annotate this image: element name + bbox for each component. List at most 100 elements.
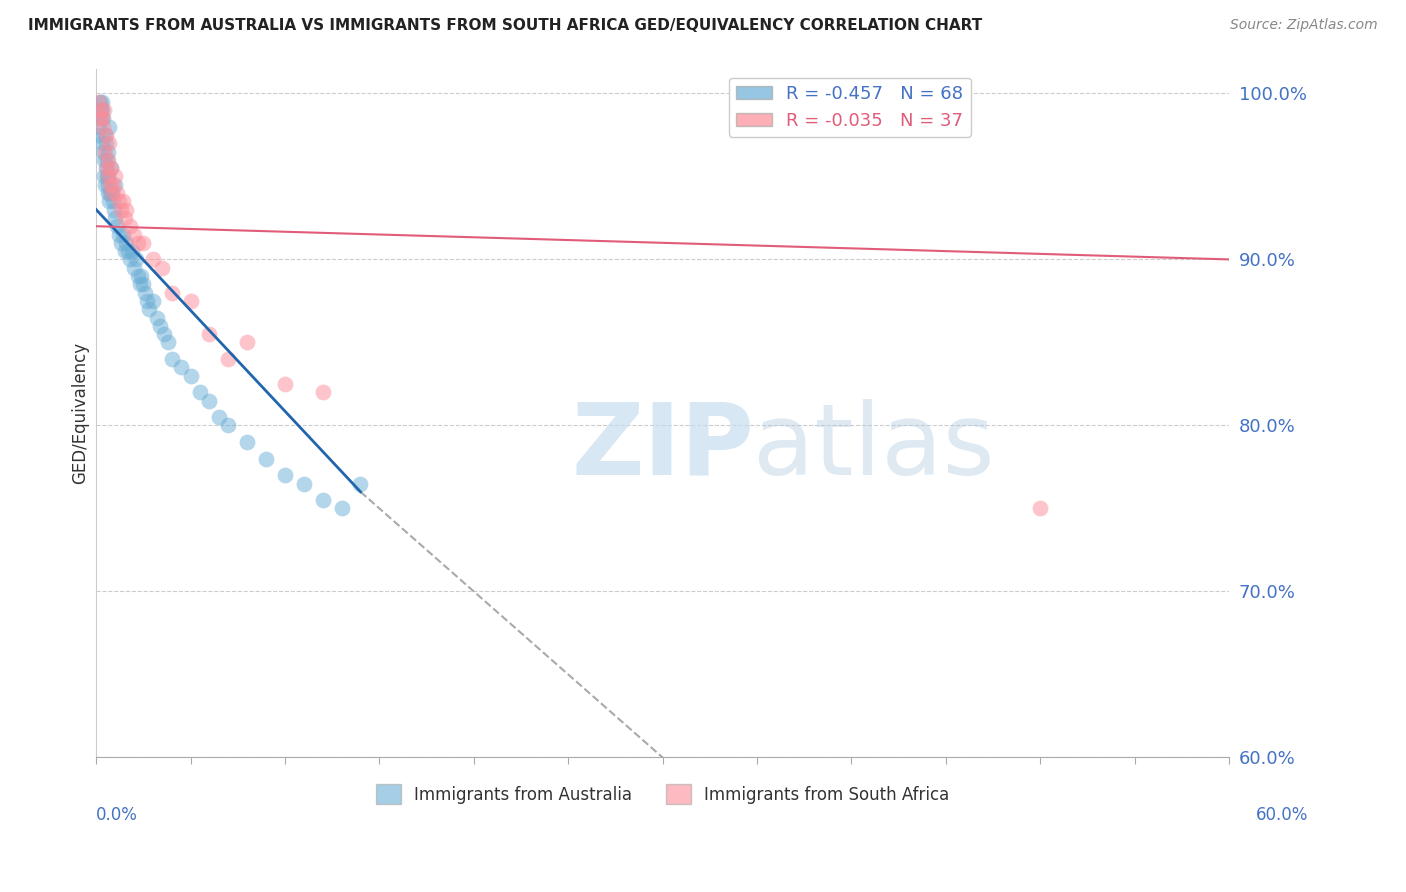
Point (98, 178, 121, 192)
Point (198, 327, 221, 342)
Point (104, 178, 127, 192)
Point (90, 112, 112, 126)
Point (94, 136, 117, 151)
Point (217, 351, 239, 366)
Text: Source: ZipAtlas.com: Source: ZipAtlas.com (1230, 18, 1378, 32)
Point (180, 368, 202, 383)
Point (160, 351, 183, 366)
Point (93, 153, 115, 167)
Point (96, 161, 118, 175)
Point (96, 145, 118, 159)
Point (90, 136, 112, 151)
Point (131, 268, 153, 283)
Point (101, 186, 124, 200)
Point (96, 178, 118, 192)
Point (97, 169, 120, 184)
Point (122, 260, 145, 275)
Point (115, 202, 138, 217)
Point (104, 169, 127, 184)
Point (254, 451, 277, 466)
Point (114, 244, 136, 259)
Point (90, 103, 112, 117)
Point (96, 153, 118, 167)
Point (94, 128, 117, 142)
Point (98, 120, 121, 134)
Point (349, 476, 371, 491)
Point (97, 186, 120, 200)
Point (89, 95, 111, 109)
Point (208, 410, 231, 425)
Point (89, 112, 111, 126)
Point (105, 219, 128, 234)
Point (90, 112, 112, 126)
Point (91, 112, 114, 126)
Point (1029, 501, 1052, 516)
Point (114, 211, 136, 225)
Point (98, 136, 121, 151)
Point (101, 194, 124, 209)
Text: atlas: atlas (754, 399, 995, 496)
Text: ZIP: ZIP (572, 399, 755, 496)
Point (128, 277, 150, 292)
Point (122, 227, 145, 242)
Point (87, 120, 110, 134)
Text: 60.0%: 60.0% (1256, 805, 1308, 823)
Point (94, 161, 117, 175)
Point (312, 493, 335, 508)
Text: IMMIGRANTS FROM AUSTRALIA VS IMMIGRANTS FROM SOUTH AFRICA GED/EQUIVALENCY CORREL: IMMIGRANTS FROM AUSTRALIA VS IMMIGRANTS … (28, 18, 983, 33)
Point (236, 335, 259, 350)
Point (93, 103, 115, 117)
Point (108, 227, 131, 242)
Point (142, 293, 165, 308)
Point (98, 194, 121, 209)
Point (198, 393, 221, 408)
Point (96, 153, 118, 167)
Point (103, 202, 125, 217)
Point (121, 244, 143, 259)
Point (111, 227, 134, 242)
Point (153, 327, 176, 342)
Point (108, 194, 131, 209)
Point (93, 178, 115, 192)
Point (97, 169, 120, 184)
Point (90, 95, 112, 109)
Point (274, 468, 297, 483)
Point (188, 385, 211, 400)
Point (117, 244, 139, 259)
Point (292, 476, 315, 491)
Point (101, 178, 124, 192)
Point (104, 211, 127, 225)
Point (100, 161, 122, 175)
Point (136, 293, 159, 308)
Point (134, 285, 156, 300)
Point (312, 385, 335, 400)
Point (91, 120, 114, 134)
Point (120, 252, 142, 267)
Point (125, 252, 148, 267)
Y-axis label: GED/Equivalency: GED/Equivalency (72, 342, 89, 484)
Point (132, 235, 155, 250)
Point (138, 302, 160, 317)
Point (110, 235, 132, 250)
Point (180, 293, 202, 308)
Point (93, 128, 115, 142)
Point (150, 260, 173, 275)
Point (93, 169, 115, 184)
Point (115, 235, 138, 250)
Point (100, 161, 122, 175)
Point (170, 360, 193, 375)
Point (127, 268, 149, 283)
Point (110, 202, 132, 217)
Point (101, 186, 124, 200)
Point (111, 194, 134, 209)
Point (90, 103, 112, 117)
Point (87, 95, 110, 109)
Point (145, 310, 167, 325)
Point (96, 169, 118, 184)
Point (160, 285, 183, 300)
Point (127, 235, 149, 250)
Point (120, 219, 142, 234)
Point (98, 186, 121, 200)
Legend: Immigrants from Australia, Immigrants from South Africa: Immigrants from Australia, Immigrants fr… (370, 778, 956, 811)
Point (156, 335, 179, 350)
